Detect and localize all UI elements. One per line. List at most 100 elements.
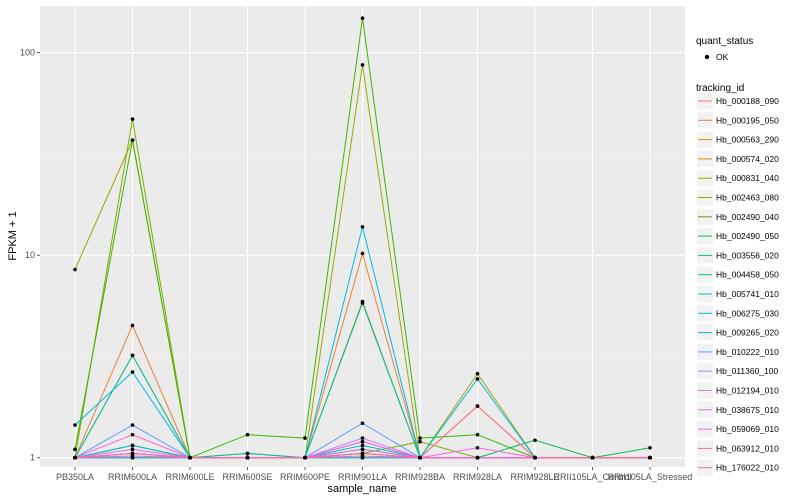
legend-label: Hb_005741_010 <box>716 289 779 299</box>
data-point <box>360 436 365 440</box>
x-tick-label: RRIM928LA <box>453 472 502 482</box>
data-point <box>245 451 250 456</box>
point-legend-title: quant_status <box>696 36 753 47</box>
y-axis-title: FPKM + 1 <box>7 211 19 260</box>
legend-item: Hb_005741_010 <box>697 286 779 302</box>
data-point <box>475 445 480 450</box>
x-tick-label: RRIM600SE <box>222 472 272 482</box>
legend-item: Hb_059069_010 <box>697 421 779 438</box>
data-point <box>360 421 365 426</box>
data-point <box>475 455 480 460</box>
y-tick-label: 10 <box>25 250 35 260</box>
legend-item: Hb_000563_290 <box>697 131 779 148</box>
legend-label: Hb_012194_010 <box>716 386 779 396</box>
legend-label: Hb_000574_020 <box>716 154 779 164</box>
x-tick-label: RRIM928LE <box>510 472 559 482</box>
data-point <box>73 423 77 427</box>
x-tick-label: RRIM928BA <box>395 472 445 482</box>
legend: quant_status OK tracking_id Hb_000188_09… <box>696 36 779 476</box>
legend-item: Hb_003556_020 <box>697 247 779 264</box>
legend-label: Hb_000195_050 <box>716 115 779 125</box>
legend-item: Hb_011360_100 <box>697 363 779 380</box>
data-point <box>130 447 135 452</box>
data-point <box>130 443 135 448</box>
y-axis-ticks: 1 10 100 <box>20 48 40 463</box>
data-point <box>475 371 480 376</box>
legend-label: Hb_000831_040 <box>716 173 779 183</box>
data-point <box>590 455 595 460</box>
legend-label: Hb_000563_290 <box>716 135 779 145</box>
data-point <box>648 455 652 460</box>
legend-item: Hb_002490_050 <box>697 228 779 245</box>
legend-item: Hb_000831_040 <box>697 170 779 187</box>
legend-item: Hb_004458_050 <box>697 266 779 283</box>
x-tick-label: RRII105LA_Control <box>553 472 631 482</box>
data-point <box>130 117 135 121</box>
data-point <box>130 454 135 458</box>
data-points <box>73 16 652 460</box>
x-tick-label: RRII105LA_Stressed <box>608 472 693 482</box>
x-tick-label: RRIM901LA <box>338 472 387 482</box>
data-point <box>188 455 192 460</box>
data-point <box>418 455 422 460</box>
x-tick-label: RRIM600PE <box>280 472 330 482</box>
x-axis-ticks: PB350LA RRIM600LA RRIM600LE RRIM600SE RRIM60… <box>56 467 692 482</box>
data-point <box>130 370 135 374</box>
legend-item: Hb_063912_010 <box>697 440 779 457</box>
legend-item: Hb_000195_050 <box>697 112 779 129</box>
legend-item: Hb_012194_010 <box>697 382 779 399</box>
data-point <box>475 377 480 381</box>
legend-label: Hb_010222_010 <box>716 347 779 357</box>
data-point <box>533 455 537 460</box>
data-point <box>360 451 365 456</box>
legend-item: Hb_006275_030 <box>697 305 779 322</box>
data-point <box>360 63 365 67</box>
legend-label: Hb_002463_080 <box>716 193 779 203</box>
x-tick-label: PB350LA <box>56 472 94 482</box>
data-point <box>360 454 365 458</box>
legend-label: Hb_006275_030 <box>716 308 779 318</box>
point-legend-label: OK <box>716 52 729 62</box>
data-point <box>130 451 135 456</box>
legend-label: Hb_063912_010 <box>716 443 779 453</box>
y-tick-label: 100 <box>20 48 35 58</box>
data-point <box>418 436 422 440</box>
data-point <box>303 455 307 460</box>
legend-label: Hb_009265_020 <box>716 328 779 338</box>
color-legend-items: Hb_000188_090 Hb_000195_050 Hb_000563_290 H… <box>697 93 779 476</box>
legend-label: Hb_059069_010 <box>716 424 779 434</box>
legend-label: Hb_004458_050 <box>716 270 779 280</box>
data-point <box>360 16 365 20</box>
legend-item: Hb_009265_020 <box>697 324 779 341</box>
legend-label: Hb_002490_040 <box>716 212 779 222</box>
data-point <box>360 225 365 229</box>
data-point <box>533 438 537 443</box>
legend-label: Hb_011360_100 <box>716 366 779 376</box>
data-point <box>360 447 365 452</box>
legend-label: Hb_038675_010 <box>716 405 779 415</box>
data-point <box>360 439 365 444</box>
legend-label: Hb_003556_020 <box>716 250 779 260</box>
y-tick-label: 1 <box>30 453 35 463</box>
data-point <box>130 353 135 358</box>
x-axis-title: sample_name <box>327 483 396 495</box>
legend-item: Hb_002490_040 <box>697 208 779 225</box>
data-point <box>475 432 480 437</box>
data-point <box>130 323 135 328</box>
data-point <box>360 251 365 256</box>
legend-item: Hb_176022_010 <box>697 459 779 476</box>
color-legend-title: tracking_id <box>696 83 744 94</box>
data-point <box>360 443 365 448</box>
legend-label: Hb_176022_010 <box>716 463 779 473</box>
legend-label: Hb_000188_090 <box>716 96 779 106</box>
data-point <box>475 404 480 408</box>
data-point <box>648 445 652 450</box>
x-tick-label: RRIM600LA <box>108 472 157 482</box>
data-point <box>130 432 135 437</box>
legend-label: Hb_002490_050 <box>716 231 779 241</box>
data-point <box>418 439 422 444</box>
data-point <box>245 455 250 460</box>
legend-item: Hb_038675_010 <box>697 401 779 418</box>
data-point <box>130 423 135 427</box>
